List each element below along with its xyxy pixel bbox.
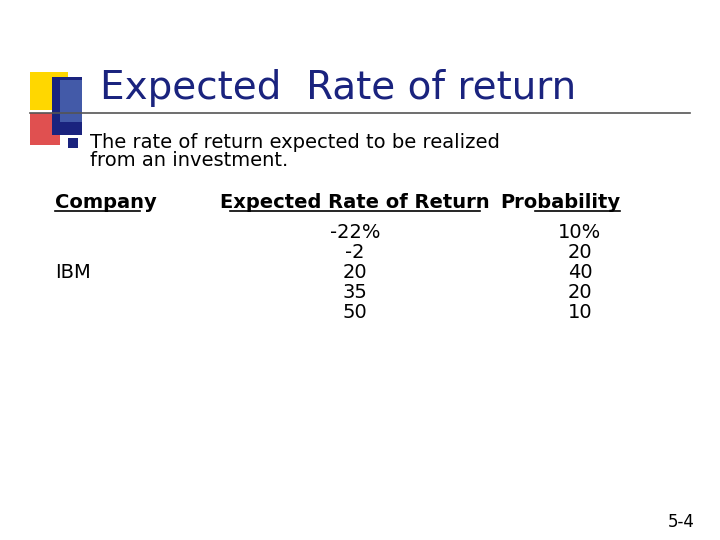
Text: Probability: Probability [500, 192, 620, 212]
Text: 35: 35 [343, 282, 367, 301]
Text: 20: 20 [343, 262, 367, 281]
Text: Expected  Rate of return: Expected Rate of return [100, 69, 576, 107]
Text: IBM: IBM [55, 262, 91, 281]
Text: 40: 40 [567, 262, 593, 281]
Text: 20: 20 [567, 242, 593, 261]
Text: from an investment.: from an investment. [90, 152, 288, 171]
Text: -2: -2 [346, 242, 365, 261]
Text: 10%: 10% [559, 222, 602, 241]
Bar [60, 80, 82, 122]
Text: 20: 20 [567, 282, 593, 301]
Text: 50: 50 [343, 302, 367, 321]
Text: The rate of return expected to be realized: The rate of return expected to be realiz… [90, 133, 500, 152]
Bar [52, 77, 82, 135]
Bar [30, 72, 68, 110]
Text: -22%: -22% [330, 222, 380, 241]
Text: Expected Rate of Return: Expected Rate of Return [220, 192, 490, 212]
Text: 5-4: 5-4 [668, 513, 695, 531]
Bar [30, 113, 60, 145]
Bar [68, 138, 78, 148]
Text: Company: Company [55, 192, 157, 212]
Text: 10: 10 [567, 302, 593, 321]
